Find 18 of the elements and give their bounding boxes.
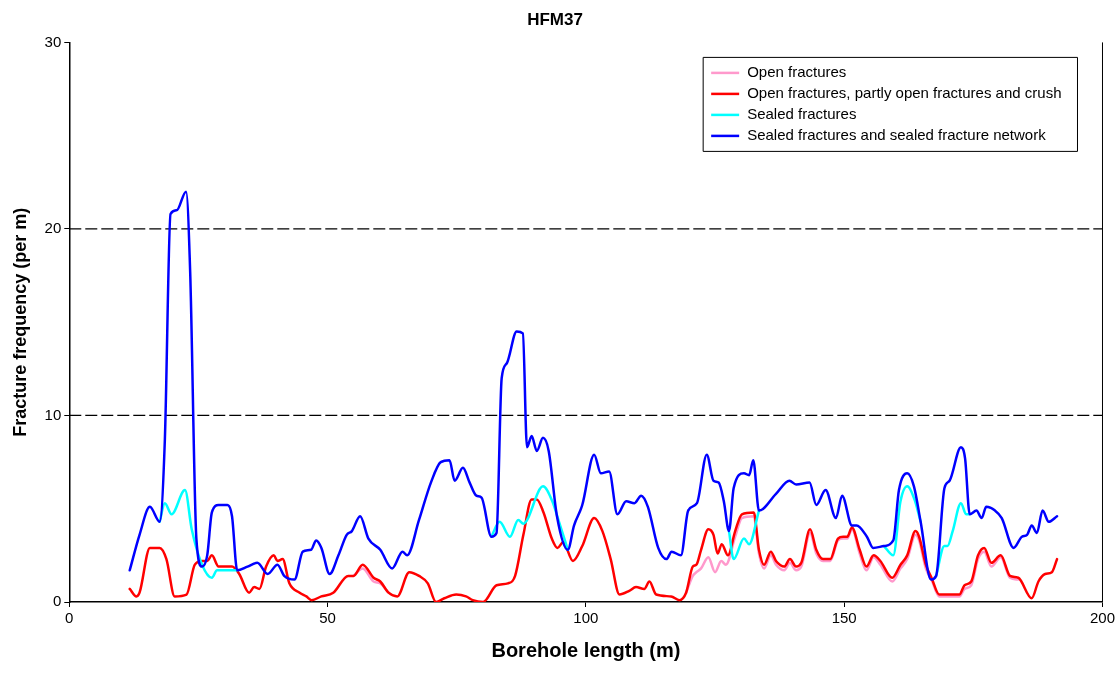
legend-label: Open fractures, partly open fractures and crush <box>747 84 1062 102</box>
y-tick-label: 20 <box>44 219 62 237</box>
x-tick-label: 50 <box>319 609 336 627</box>
y-tick-label: 10 <box>44 405 62 423</box>
y-axis-title: Fracture frequency (per m) <box>9 207 30 437</box>
x-tick-label: 150 <box>831 609 857 627</box>
chart-title: HFM37 <box>527 9 583 29</box>
line-series <box>128 498 1059 602</box>
x-tick-label: 200 <box>1089 609 1115 627</box>
y-tick-label: 30 <box>44 32 62 50</box>
legend-label: Sealed fractures <box>747 105 857 123</box>
y-tick-label: 0 <box>52 592 62 610</box>
legend-label: Sealed fractures and sealed fracture network <box>747 126 1047 144</box>
legend-label: Open fractures <box>747 63 847 81</box>
x-tick-label: 100 <box>573 609 599 627</box>
x-axis-title: Borehole length (m) <box>491 638 681 661</box>
line-series <box>128 190 1059 581</box>
x-tick-label: 0 <box>65 609 74 627</box>
